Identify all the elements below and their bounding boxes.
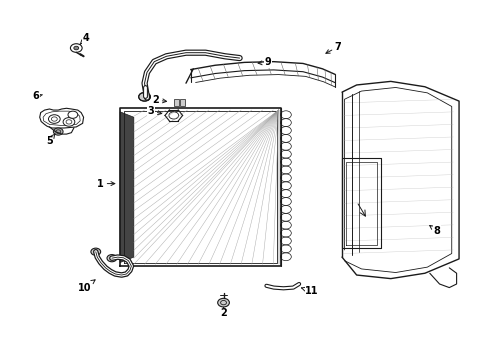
Circle shape: [48, 115, 60, 123]
Text: 4: 4: [80, 33, 89, 44]
Text: 10: 10: [78, 280, 95, 293]
Text: 6: 6: [32, 91, 42, 102]
Circle shape: [63, 118, 75, 126]
Circle shape: [107, 255, 117, 262]
Text: 9: 9: [258, 57, 271, 67]
Text: 2: 2: [220, 307, 227, 318]
Circle shape: [68, 111, 78, 118]
Text: 2: 2: [152, 95, 166, 105]
Circle shape: [139, 93, 150, 101]
Text: 11: 11: [301, 286, 318, 296]
Text: 7: 7: [325, 42, 341, 53]
Text: 5: 5: [46, 134, 55, 146]
Circle shape: [91, 248, 101, 255]
Text: 3: 3: [147, 106, 162, 116]
Text: 1: 1: [97, 179, 115, 189]
Circle shape: [53, 128, 63, 135]
Bar: [180, 99, 184, 106]
Polygon shape: [120, 112, 134, 262]
Circle shape: [74, 46, 79, 50]
Bar: [173, 99, 178, 106]
Circle shape: [217, 298, 229, 307]
Text: 8: 8: [429, 225, 440, 236]
